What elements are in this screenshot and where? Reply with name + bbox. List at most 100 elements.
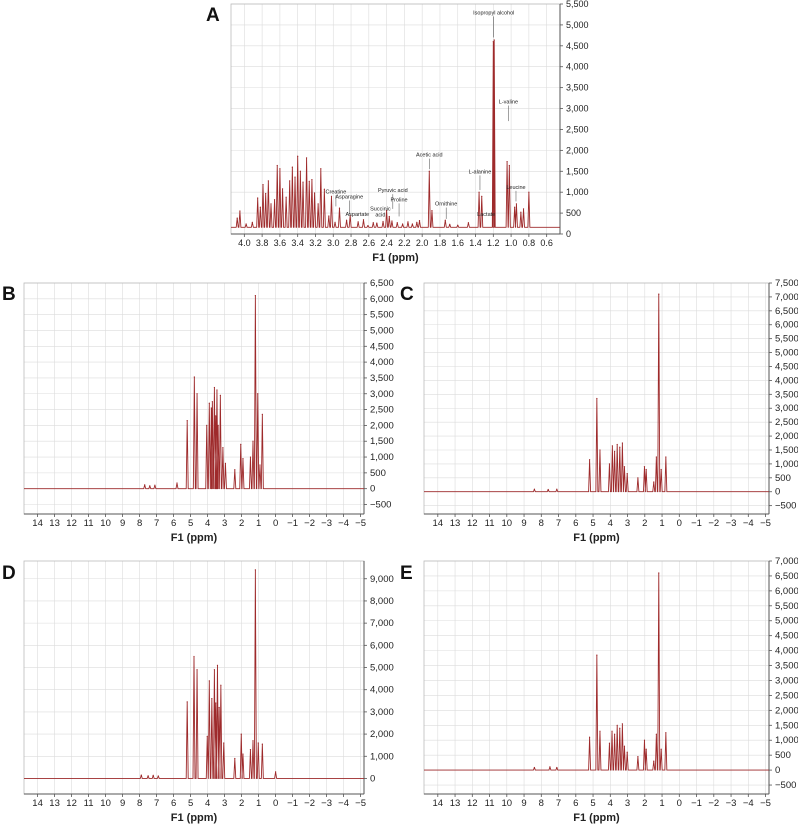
spectrum-trace	[24, 295, 364, 490]
x-tick-label: 3	[625, 798, 630, 809]
spectrum-peak	[254, 295, 256, 297]
spectrum-peak	[311, 179, 313, 181]
y-tick-label: 4,500	[775, 631, 798, 642]
x-tick-label: −1	[287, 798, 298, 809]
spectrum-peak	[599, 730, 601, 732]
x-tick-label: 10	[100, 798, 111, 809]
spectrum-peak	[297, 155, 299, 157]
spectrum-peak	[402, 223, 404, 225]
y-tick-label: 4,000	[370, 357, 394, 368]
spectrum-peak	[589, 459, 591, 461]
spectrum-peak	[140, 774, 142, 776]
x-tick-label: 3	[222, 518, 227, 529]
y-tick-label: 7,000	[370, 618, 394, 629]
spectrum-peak	[320, 168, 322, 170]
x-tick-label: 10	[100, 518, 111, 529]
x-tick-label: −5	[760, 798, 771, 809]
spectrum-peak	[533, 766, 536, 769]
spectrum-peak	[220, 684, 222, 686]
y-tick-label: 1,500	[775, 720, 798, 731]
y-tick-label: 5,000	[566, 20, 589, 30]
spectrum-peak	[362, 219, 365, 221]
y-tick-label: 5,000	[775, 616, 798, 627]
y-tick-label: 500	[775, 750, 791, 761]
spectrum-peak	[273, 199, 276, 201]
y-tick-label: 1,000	[370, 751, 394, 762]
spectrum-peak	[660, 748, 662, 750]
spectrum-peak	[428, 170, 430, 172]
x-tick-label: −3	[321, 518, 332, 529]
x-tick-label: −4	[338, 798, 349, 809]
y-tick-label: 3,000	[775, 403, 798, 414]
y-tick-label: 2,000	[775, 431, 798, 442]
spectrum-peak	[596, 397, 598, 400]
x-tick-label: 5	[590, 518, 595, 529]
spectrum-peak	[478, 191, 480, 193]
x-tick-label: 5	[590, 798, 595, 809]
x-tick-label: 9	[120, 518, 125, 529]
x-tick-label: 12	[467, 798, 478, 809]
y-tick-label: 0	[370, 773, 375, 784]
y-tick-label: 5,500	[370, 310, 394, 321]
y-tick-label: 2,000	[370, 729, 394, 740]
x-tick-label: 3.8	[256, 238, 269, 248]
spectrum-peak	[660, 468, 662, 471]
spectrum-peak	[596, 654, 598, 656]
spectrum-peak	[616, 724, 618, 726]
y-tick-label: 2,000	[566, 145, 589, 155]
y-tick-label: 4,500	[775, 361, 798, 372]
peak-annotation: L-alanine	[469, 169, 492, 175]
x-tick-label: 2	[642, 798, 647, 809]
spectrum-peak	[396, 222, 398, 224]
y-tick-label: 0	[775, 487, 780, 498]
spectrum-peak	[275, 771, 277, 773]
x-tick-label: 10	[502, 518, 513, 529]
spectrum-peak	[623, 466, 626, 468]
x-tick-label: 2.4	[380, 238, 393, 248]
spectrum-peak	[556, 766, 558, 769]
spectrum-peak	[367, 225, 369, 227]
spectrum-peak	[658, 293, 660, 295]
spectrum-peak	[249, 749, 252, 751]
y-tick-label: 2,000	[775, 705, 798, 716]
spectrum-peak	[599, 449, 601, 451]
peak-annotation: Asparagine	[335, 194, 363, 200]
spectrum-peak	[305, 157, 308, 159]
x-tick-label: 2	[239, 798, 244, 809]
x-tick-label: −5	[355, 798, 366, 809]
x-tick-label: 2	[642, 518, 647, 529]
x-tick-label: 13	[450, 518, 461, 529]
x-tick-label: −3	[321, 798, 332, 809]
spectrum-peak	[210, 407, 212, 409]
x-tick-label: 5	[188, 518, 193, 529]
spectrum-peak	[611, 445, 613, 447]
x-tick-label: −1	[691, 798, 702, 809]
x-tick-label: 0	[677, 798, 682, 809]
spectrum-peak	[239, 210, 241, 212]
x-tick-label: −1	[691, 518, 702, 529]
spectrum-peak	[261, 413, 263, 415]
x-tick-label: −4	[743, 798, 754, 809]
panel-label-d: D	[2, 563, 16, 584]
spectrum-peak	[279, 168, 281, 170]
spectrum-peak	[285, 196, 287, 198]
x-tick-label: −5	[760, 518, 771, 529]
x-tick-label: 0	[273, 518, 278, 529]
spectrum-peak	[619, 727, 621, 729]
y-tick-label: 3,500	[370, 373, 394, 384]
y-tick-label: 6,000	[775, 586, 798, 597]
x-tick-label: −3	[726, 798, 737, 809]
spectrum-peak	[206, 735, 208, 737]
peak-annotation: Creatine	[326, 189, 347, 195]
spectrum-peak	[308, 180, 310, 182]
spectrum-peak	[449, 223, 451, 225]
spectrum-peak	[619, 446, 621, 448]
peak-annotation: Succinic	[370, 207, 391, 213]
x-tick-label: 1.0	[505, 238, 518, 248]
y-tick-label: 0	[775, 765, 780, 776]
y-tick-label: 500	[370, 468, 386, 479]
spectrum-peak	[236, 217, 238, 219]
y-tick-label: 1,000	[370, 452, 394, 463]
peak-annotation: Lactate	[477, 212, 495, 218]
spectrum-peak	[391, 220, 393, 222]
